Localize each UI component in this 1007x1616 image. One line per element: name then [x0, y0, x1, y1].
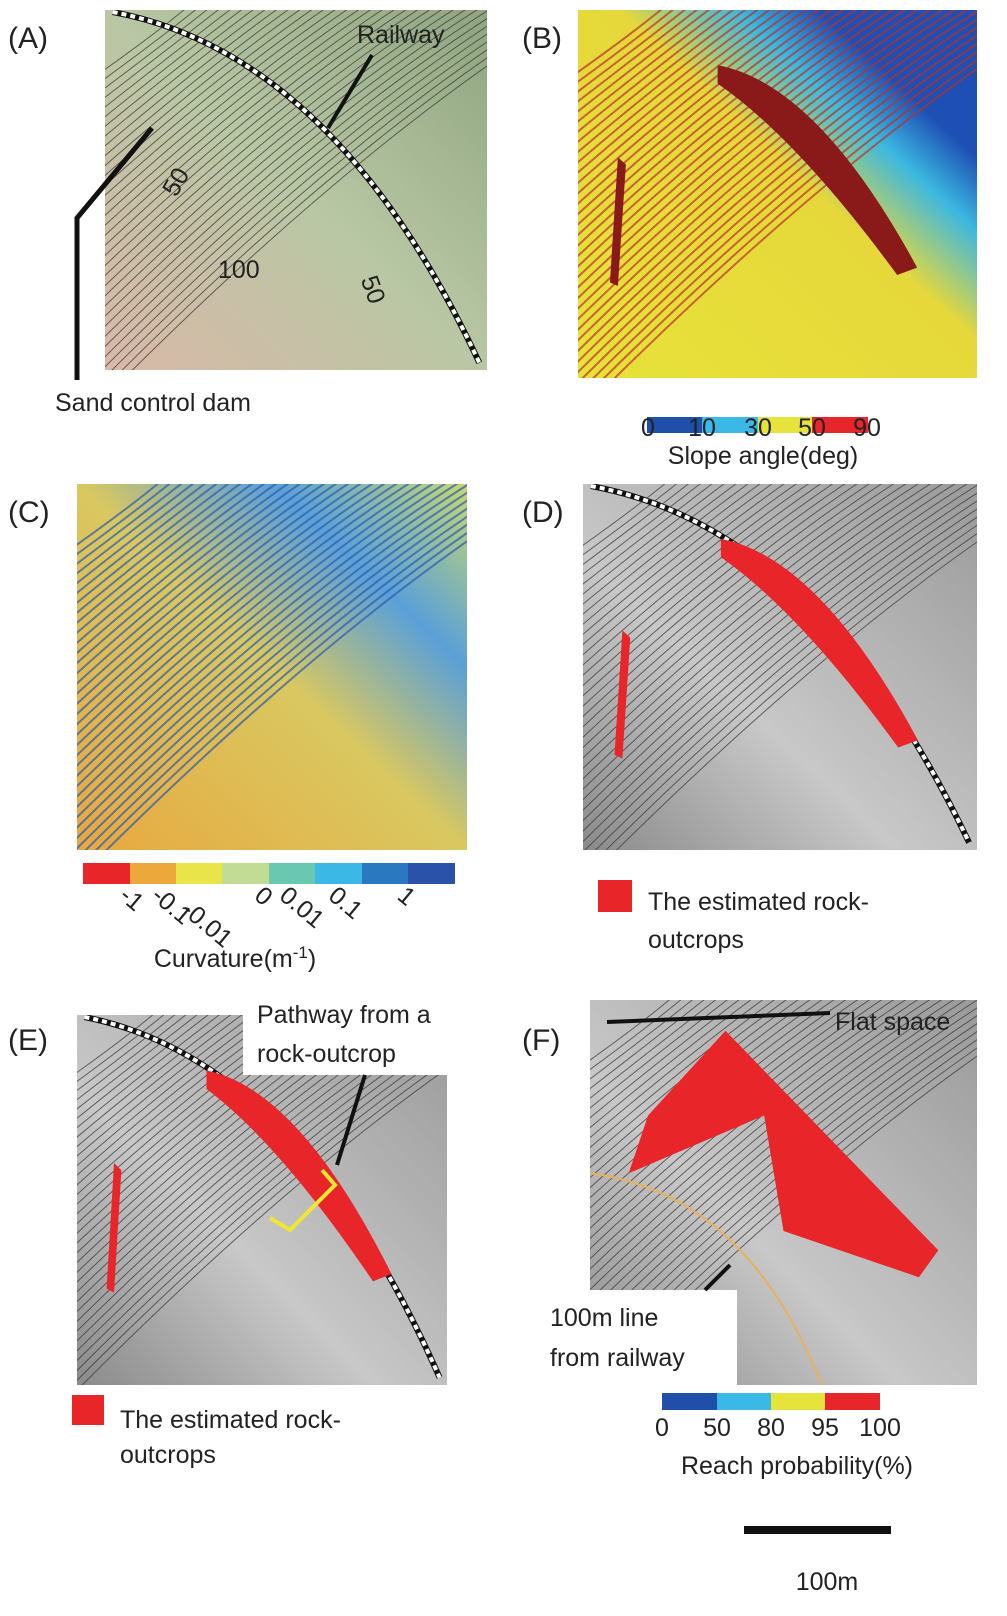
- legend-swatch: [598, 880, 632, 912]
- scale-bar-label: 100m: [796, 1568, 859, 1596]
- legend-text: outcrops: [120, 1441, 216, 1469]
- color-bar: [771, 1393, 825, 1410]
- legend-swatch: [72, 1395, 104, 1425]
- legend-text: The estimated rock-: [120, 1406, 341, 1434]
- legend-tick: 30: [744, 414, 772, 442]
- legend-title-sup: -1: [293, 943, 308, 962]
- scale-bar: [744, 1526, 891, 1534]
- annotation: Sand control dam: [55, 389, 251, 417]
- legend-title: Curvature(m-1): [154, 943, 316, 973]
- panel-label: (B): [522, 22, 562, 55]
- annotation: 100m line: [550, 1304, 658, 1332]
- legend-tick: 80: [757, 1414, 785, 1442]
- legend-tick: 0.01: [274, 881, 329, 934]
- legend-tick: 0: [249, 881, 278, 911]
- annotation: Pathway from a: [257, 1001, 431, 1029]
- legend-tick: 0: [641, 414, 655, 442]
- legend-tick: 50: [703, 1414, 731, 1442]
- panel-label: (E): [8, 1024, 48, 1057]
- legend-tick: -1: [114, 881, 149, 917]
- figure: (A) Railway 50 100 50 Sand control dam (…: [0, 0, 1007, 1616]
- annotation: Flat space: [835, 1008, 950, 1036]
- legend-tick: 0.1: [323, 881, 368, 925]
- legend-title: ): [308, 945, 316, 973]
- legend-tick: 10: [688, 414, 716, 442]
- legend-text: The estimated rock-: [648, 888, 869, 916]
- legend-tick: 50: [798, 414, 826, 442]
- color-bar: [717, 1393, 771, 1410]
- annotation: 100: [218, 256, 260, 284]
- annotation: rock-outcrop: [257, 1040, 396, 1068]
- panel-label: (A): [8, 22, 48, 55]
- color-bar: [662, 1393, 717, 1410]
- legend-tick: 100: [859, 1414, 901, 1442]
- panel-label: (D): [522, 496, 564, 529]
- color-bar: [825, 1393, 880, 1410]
- legend-title: Curvature(m: [154, 945, 293, 973]
- panel-label: (F): [522, 1024, 560, 1057]
- legend-tick: 90: [853, 414, 881, 442]
- legend-tick: 95: [811, 1414, 839, 1442]
- panel-label: (C): [8, 496, 50, 529]
- legend-title: Slope angle(deg): [668, 442, 858, 470]
- annotation: from railway: [550, 1344, 685, 1372]
- legend-tick: 1: [392, 881, 421, 911]
- legend-tick: 0: [655, 1414, 669, 1442]
- legend-title: Reach probability(%): [681, 1452, 913, 1480]
- legend-text: outcrops: [648, 926, 744, 954]
- color-bar: [83, 863, 455, 884]
- annotation: Railway: [357, 21, 445, 49]
